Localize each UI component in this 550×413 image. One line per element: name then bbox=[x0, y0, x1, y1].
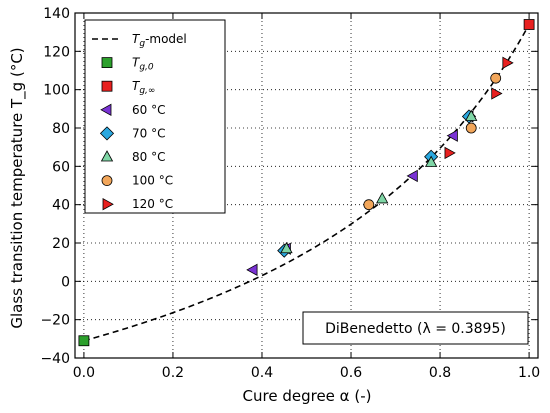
data-point bbox=[280, 241, 293, 254]
legend-entry: Tg,∞ bbox=[101, 79, 155, 96]
legend-label: 120 °C bbox=[132, 197, 173, 211]
data-point bbox=[78, 335, 90, 347]
data-point bbox=[502, 56, 514, 70]
legend-label: Tg,0 bbox=[132, 56, 154, 73]
y-tick-label: 20 bbox=[52, 236, 70, 252]
legend-swatch bbox=[99, 126, 115, 141]
legend-swatch bbox=[102, 198, 114, 211]
x-tick-label: 1.0 bbox=[518, 365, 540, 381]
legend-entry: Tg-model bbox=[92, 32, 187, 49]
x-axis-label: Cure degree α (-) bbox=[243, 387, 372, 405]
y-tick-label: 40 bbox=[52, 198, 70, 214]
legend-label: Tg-model bbox=[132, 32, 187, 49]
legend-swatch bbox=[101, 175, 113, 187]
y-tick-label: 120 bbox=[43, 44, 70, 60]
y-tick-label: 0 bbox=[61, 274, 70, 290]
data-point bbox=[424, 155, 438, 167]
x-tick-label: 0.8 bbox=[429, 365, 451, 381]
y-tick-label: 100 bbox=[43, 83, 70, 99]
data-point bbox=[444, 146, 456, 160]
legend-label: Tg,∞ bbox=[132, 79, 155, 96]
data-point bbox=[490, 72, 502, 84]
x-tick-label: 0.0 bbox=[73, 365, 95, 381]
data-point bbox=[246, 263, 258, 277]
legend-label: 100 °C bbox=[132, 174, 173, 188]
legend-label: 70 °C bbox=[132, 126, 165, 140]
x-tick-label: 0.4 bbox=[251, 365, 273, 381]
y-tick-label: −40 bbox=[40, 351, 70, 367]
data-point bbox=[376, 192, 389, 204]
annotation: DiBenedetto (λ = 0.3895) bbox=[302, 311, 529, 345]
data-point bbox=[465, 122, 477, 134]
legend-swatch bbox=[100, 150, 114, 162]
legend-label: 60 °C bbox=[132, 103, 165, 117]
legend-swatch bbox=[101, 57, 113, 68]
data-markers bbox=[78, 19, 535, 347]
y-tick-label: 80 bbox=[52, 121, 70, 137]
legend-label: 80 °C bbox=[132, 150, 165, 164]
y-tick-label: −20 bbox=[40, 313, 70, 329]
annotation-box bbox=[302, 311, 529, 345]
data-point bbox=[491, 87, 503, 100]
legend-entry: 120 °C bbox=[102, 197, 173, 211]
annotation-text: DiBenedetto (λ = 0.3895) bbox=[325, 321, 506, 337]
legend-entry: 80 °C bbox=[100, 150, 165, 164]
data-point bbox=[446, 129, 458, 142]
x-tick-label: 0.6 bbox=[340, 365, 362, 381]
data-point bbox=[363, 199, 375, 211]
legend-swatch bbox=[100, 103, 112, 116]
y-tick-label: 60 bbox=[52, 159, 70, 175]
data-point bbox=[406, 169, 418, 183]
legend-entry: Tg,0 bbox=[101, 56, 154, 73]
legend: Tg-model Tg,0 Tg,∞ 60 °C 70 °C 80 °C 100 °C 120… bbox=[84, 19, 226, 214]
legend-entry: 70 °C bbox=[99, 126, 165, 141]
plot-frame bbox=[74, 12, 539, 359]
data-point bbox=[523, 19, 535, 30]
legend-entry: 100 °C bbox=[101, 174, 173, 188]
x-tick-label: 0.2 bbox=[162, 365, 184, 381]
axis-ticks: 0.0 0.2 0.4 0.6 0.8 1.0 −40 −20 0 20 40 60 80 100 120 1… bbox=[40, 6, 540, 381]
data-point bbox=[465, 109, 478, 121]
legend-swatch bbox=[101, 80, 113, 92]
y-axis-label: Glass transition temperature T_g (°C) bbox=[8, 47, 27, 328]
legend-entry: 60 °C bbox=[100, 103, 165, 117]
y-tick-label: 140 bbox=[43, 6, 70, 22]
